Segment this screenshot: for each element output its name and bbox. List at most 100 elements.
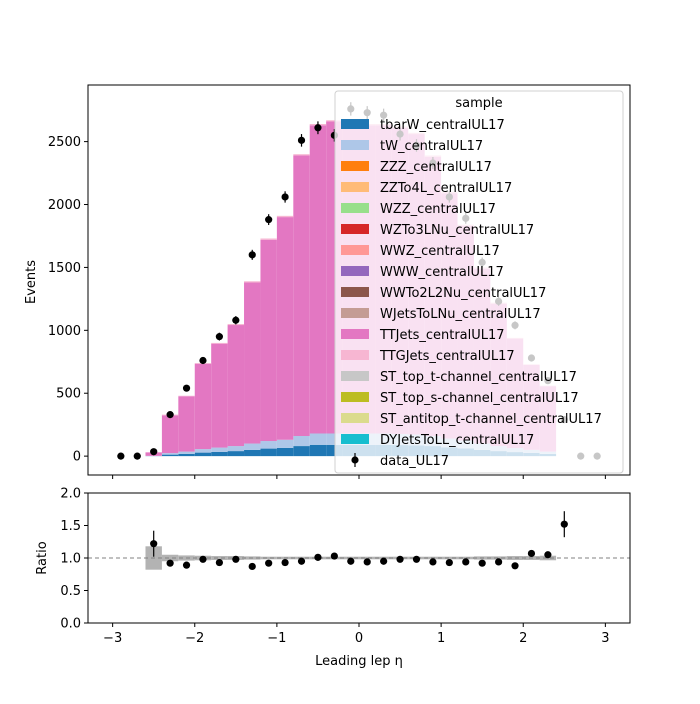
main-ytick-label-5: 2500 [48, 135, 81, 150]
ratio-point-4 [216, 559, 223, 566]
stack-bar-10-2 [178, 396, 194, 451]
data-point-10 [281, 193, 288, 200]
ratio-point-14 [380, 558, 387, 565]
stack-bar-10-3 [195, 364, 211, 449]
stack-bar-1-3 [195, 449, 211, 453]
stack-bar-1-1 [162, 453, 178, 455]
stack-bar-11-8 [277, 216, 293, 217]
ratio-point-17 [429, 558, 436, 565]
stack-bar-0-4 [211, 452, 227, 456]
stack-bar-1-6 [244, 444, 260, 450]
legend-swatch-9 [341, 308, 369, 318]
ratio-xtick-label-0: −3 [103, 631, 122, 646]
stack-bar-0-1 [162, 455, 178, 457]
ratio-band-7 [260, 557, 276, 560]
data-point-4 [183, 385, 190, 392]
stack-bar-1-5 [228, 446, 244, 451]
ratio-point-10 [314, 554, 321, 561]
ratio-point-22 [511, 562, 518, 569]
ratio-xtick-label-6: 3 [601, 631, 609, 646]
legend-label-2: ZZZ_centralUL17 [380, 160, 492, 175]
stack-bar-0-3 [195, 453, 211, 457]
ratio-ytick-label-3: 1.5 [60, 519, 81, 534]
legend-swatch-8 [341, 287, 369, 297]
stack-bar-1-10 [310, 433, 326, 444]
stack-bar-0-7 [260, 449, 276, 457]
legend-label-7: WWW_centralUL17 [380, 265, 504, 280]
legend-swatch-10 [341, 329, 369, 339]
ratio-point-24 [544, 551, 551, 558]
ratio-point-2 [183, 562, 190, 569]
stack-bar-10-1 [162, 415, 178, 453]
ratio-xtick-label-3: 0 [355, 631, 363, 646]
legend-label-4: WZZ_centralUL17 [380, 202, 496, 217]
ratio-point-18 [446, 559, 453, 566]
stack-bar-10-9 [293, 155, 309, 436]
stack-bar-10-8 [277, 217, 293, 440]
stack-bar-11-2 [178, 396, 194, 397]
legend-label-0: tbarW_centralUL17 [380, 118, 505, 133]
data-point-6 [216, 333, 223, 340]
ratio-point-11 [331, 552, 338, 559]
stack-bar-10-5 [228, 325, 244, 446]
main-ytick-label-4: 2000 [48, 198, 81, 213]
ratio-point-25 [561, 521, 568, 528]
ratio-point-8 [281, 559, 288, 566]
stack-bar-11-4 [211, 343, 227, 344]
ratio-point-3 [199, 556, 206, 563]
ratio-point-19 [462, 558, 469, 565]
legend-swatch-0 [341, 119, 369, 129]
data-point-7 [232, 317, 239, 324]
legend-label-8: WWTo2L2Nu_centralUL17 [380, 286, 546, 301]
stack-bar-1-2 [178, 452, 194, 454]
legend-swatch-12 [341, 371, 369, 381]
legend-title: sample [455, 96, 502, 111]
legend-label-5: WZTo3LNu_centralUL17 [380, 223, 534, 238]
ratio-point-0 [150, 540, 157, 547]
ratio-point-16 [413, 556, 420, 563]
stack-bar-0-5 [228, 451, 244, 456]
ratio-xtick-label-2: −1 [267, 631, 286, 646]
ratio-ytick-label-1: 0.5 [60, 584, 81, 599]
legend-swatch-3 [341, 182, 369, 192]
legend-label-11: TTGJets_centralUL17 [379, 349, 515, 364]
stack-bar-1-9 [293, 436, 309, 446]
ratio-point-13 [364, 558, 371, 565]
ratio-point-21 [495, 558, 502, 565]
legend-swatch-7 [341, 266, 369, 276]
data-point-3 [167, 411, 174, 418]
legend-label-12: ST_top_t-channel_centralUL17 [380, 370, 577, 385]
ratio-point-1 [167, 560, 174, 567]
stack-bar-1-8 [277, 440, 293, 448]
stack-bar-0-10 [310, 445, 326, 456]
legend-data-marker [351, 456, 358, 463]
main-y-axis-label: Events [24, 260, 39, 304]
ratio-xtick-label-4: 1 [437, 631, 445, 646]
data-point-1 [134, 453, 141, 460]
legend: sampletbarW_centralUL17tW_centralUL17ZZZ… [335, 91, 623, 473]
legend-swatch-6 [341, 245, 369, 255]
legend-swatch-11 [341, 350, 369, 360]
legend-swatch-15 [341, 434, 369, 444]
stack-bar-10-7 [260, 240, 276, 441]
data-point-2 [150, 448, 157, 455]
ratio-ytick-label-2: 1.0 [60, 552, 81, 567]
stack-bar-0-9 [293, 446, 309, 456]
legend-label-9: WJetsToLNu_centralUL17 [380, 307, 541, 322]
data-point-11 [298, 137, 305, 144]
stack-bar-11-9 [293, 154, 309, 155]
stack-bar-1-4 [211, 448, 227, 452]
data-point-0 [117, 453, 124, 460]
legend-label-data: data_UL17 [380, 454, 449, 469]
main-ytick-label-0: 0 [73, 450, 81, 465]
legend-label-10: TTJets_centralUL17 [379, 328, 505, 343]
ratio-ytick-label-4: 2.0 [60, 487, 81, 502]
legend-swatch-1 [341, 140, 369, 150]
data-point-5 [199, 357, 206, 364]
legend-label-15: DYJetsToLL_centralUL17 [380, 433, 534, 448]
main-ytick-label-2: 1000 [48, 324, 81, 339]
main-ytick-label-1: 500 [56, 387, 81, 402]
ratio-point-23 [528, 550, 535, 557]
data-point-8 [249, 251, 256, 258]
